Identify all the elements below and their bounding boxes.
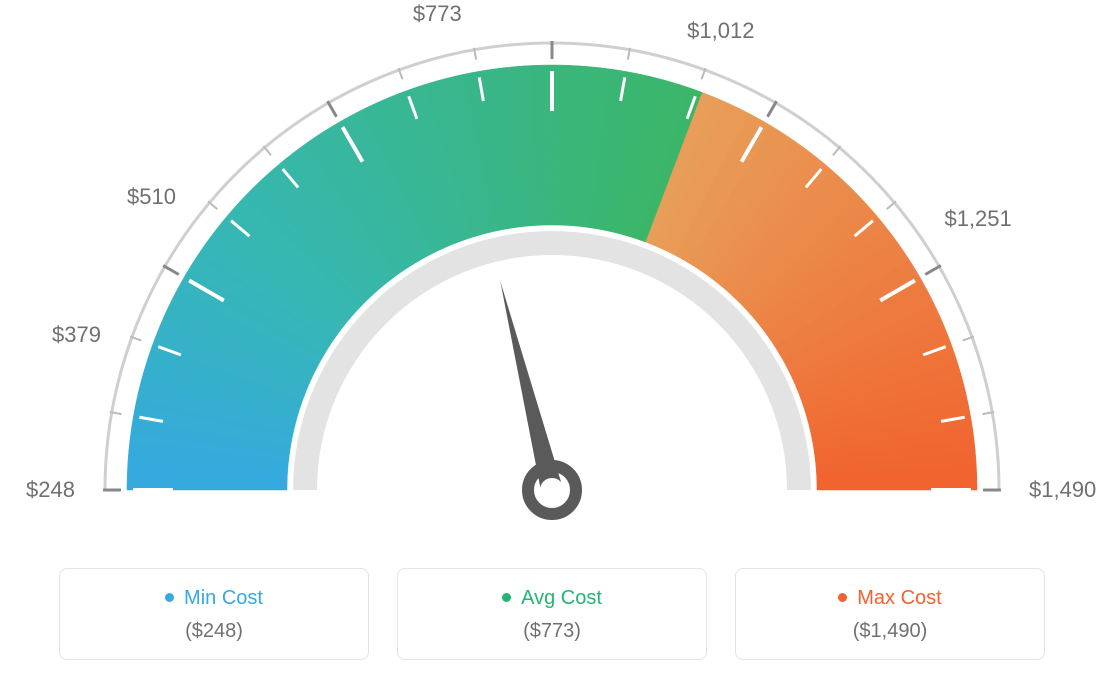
legend-card-avg: Avg Cost ($773): [397, 568, 707, 660]
legend-dot-avg: [502, 593, 511, 602]
legend-card-max: Max Cost ($1,490): [735, 568, 1045, 660]
gauge-tick-label: $379: [52, 322, 101, 348]
legend-dot-min: [165, 593, 174, 602]
legend-title-min: Min Cost: [60, 587, 368, 610]
legend-title-max: Max Cost: [736, 587, 1044, 610]
legend-value-avg: ($773): [398, 620, 706, 643]
gauge-tick-label: $248: [26, 477, 75, 503]
gauge-tick-label: $1,251: [944, 206, 1011, 232]
legend-title-avg: Avg Cost: [398, 587, 706, 610]
legend-card-min: Min Cost ($248): [59, 568, 369, 660]
legend-dot-max: [838, 593, 847, 602]
legend-label-max: Max Cost: [857, 587, 941, 609]
legend-row: Min Cost ($248) Avg Cost ($773) Max Cost…: [0, 568, 1104, 660]
gauge-tick-label: $773: [413, 1, 462, 27]
legend-label-avg: Avg Cost: [521, 587, 602, 609]
legend-value-min: ($248): [60, 620, 368, 643]
cost-gauge: $248 $379 $510 $773 $1,012 $1,251 $1,490: [0, 0, 1104, 560]
gauge-svg: [0, 0, 1104, 560]
gauge-tick-label: $510: [127, 184, 176, 210]
legend-label-min: Min Cost: [184, 587, 263, 609]
gauge-tick-label: $1,012: [687, 18, 754, 44]
gauge-tick-label: $1,490: [1029, 477, 1096, 503]
legend-value-max: ($1,490): [736, 620, 1044, 643]
